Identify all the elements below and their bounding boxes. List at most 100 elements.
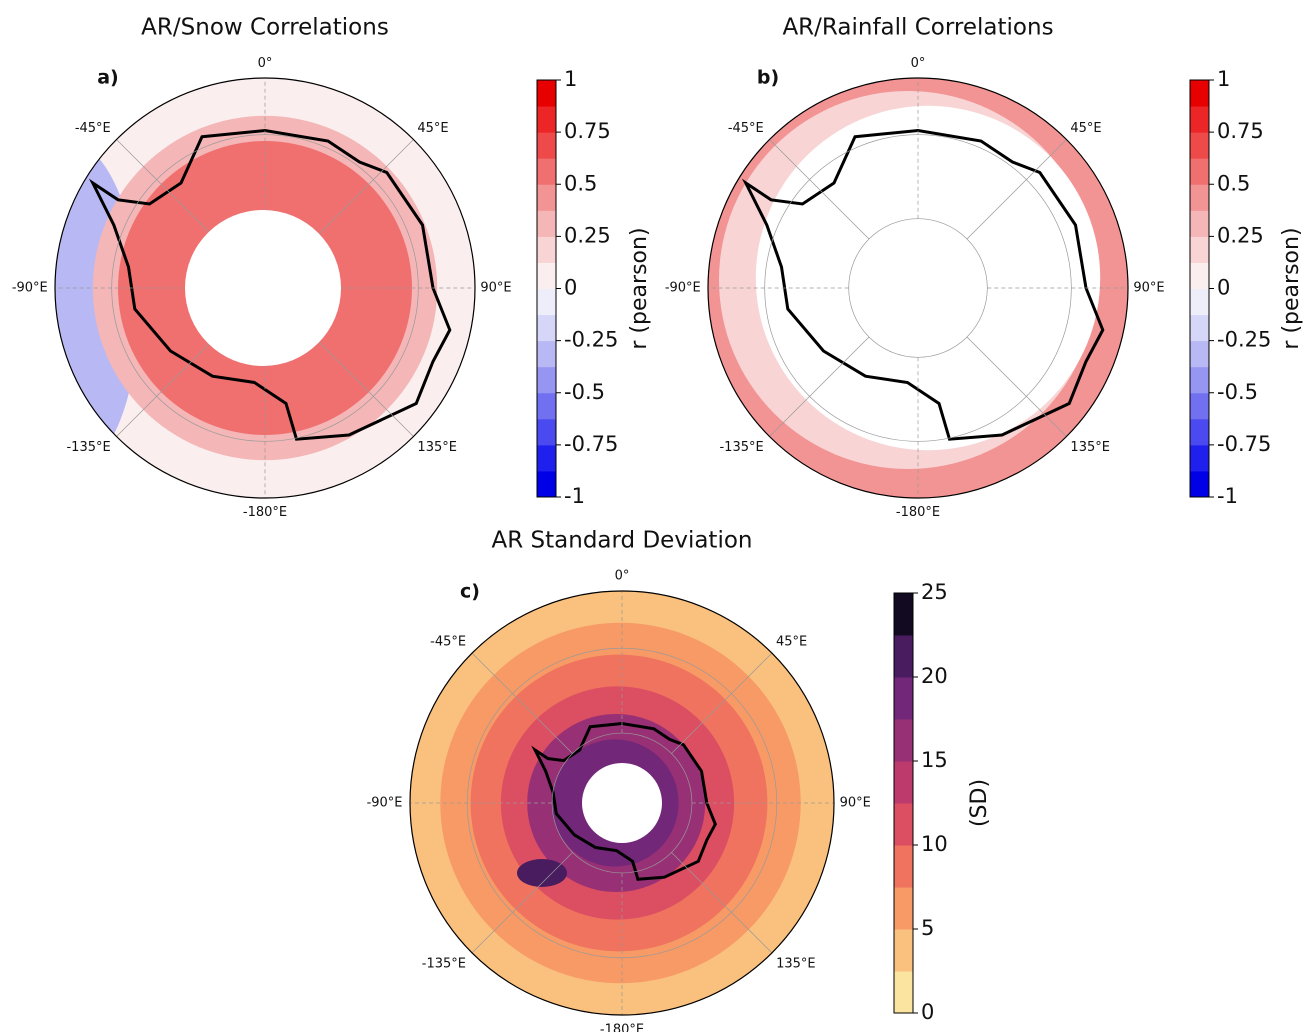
lon-label: 45°E <box>417 121 448 136</box>
lon-label: -180°E <box>243 505 287 520</box>
lon-label: 45°E <box>776 634 807 649</box>
lon-label: -90°E <box>12 281 48 296</box>
lon-label: -45°E <box>430 634 466 649</box>
colorbar-band <box>894 971 913 1014</box>
colorbar-band <box>894 803 913 846</box>
colorbar-tick-label: 15 <box>921 748 948 772</box>
colorbar-band <box>1190 315 1209 342</box>
colorbar-band <box>1190 445 1209 472</box>
colorbar-band <box>1190 471 1209 498</box>
colorbar-band <box>537 367 556 394</box>
colorbar-band <box>894 929 913 972</box>
colorbar-band <box>1190 367 1209 394</box>
colorbar-band <box>537 158 556 185</box>
colorbar-band <box>1190 419 1209 446</box>
map <box>0 78 475 498</box>
pole-gap <box>582 763 662 843</box>
colorbar-band <box>1190 393 1209 420</box>
colorbar-band <box>894 887 913 930</box>
colorbar-tick-label: 0.75 <box>564 119 611 143</box>
lon-label: -90°E <box>367 796 403 811</box>
colorbar-tick-label: 5 <box>921 916 934 940</box>
colorbar-band <box>537 419 556 446</box>
pole-gap <box>185 210 341 366</box>
colorbar-band <box>1190 80 1209 107</box>
lon-label: -180°E <box>600 1022 644 1032</box>
colorbar-band <box>537 132 556 159</box>
colorbar-band <box>1190 106 1209 133</box>
colorbar-tick-label: -1 <box>564 484 585 508</box>
colorbar-band <box>1190 262 1209 289</box>
colorbar-band <box>537 80 556 107</box>
colorbar-band <box>894 677 913 720</box>
colorbar-band <box>1190 132 1209 159</box>
figure: AR/Snow Correlations a) 0° 45°E 90°E 135°E -18… <box>0 0 1306 1032</box>
panel-title: AR/Snow Correlations <box>141 15 389 41</box>
lon-label: 0° <box>911 56 926 71</box>
lon-label: -135°E <box>422 957 466 972</box>
colorbar-tick-label: 1 <box>1217 67 1230 91</box>
colorbar-label: (SD) <box>967 779 992 827</box>
colorbar-tick-label: -0.5 <box>1217 380 1258 404</box>
colorbar-band <box>1190 236 1209 263</box>
colorbar-label: r (pearson) <box>1279 227 1304 349</box>
colorbar-band <box>537 393 556 420</box>
panel-label: c) <box>460 581 480 603</box>
colorbar-tick-label: -0.25 <box>1217 328 1271 352</box>
colorbar-tick-label: 0 <box>1217 276 1230 300</box>
lon-label: -45°E <box>75 121 111 136</box>
colorbar-band <box>537 236 556 263</box>
lon-label: 135°E <box>417 440 457 455</box>
lon-label: 90°E <box>1133 281 1164 296</box>
colorbar-band <box>1190 210 1209 237</box>
lon-label: -135°E <box>719 440 763 455</box>
lon-label: 135°E <box>776 957 816 972</box>
colorbar-band <box>1190 158 1209 185</box>
colorbar-band <box>537 341 556 368</box>
colorbar-tick-label: -0.5 <box>564 380 605 404</box>
panel-label: b) <box>757 67 779 89</box>
colorbar-band <box>537 184 556 211</box>
colorbar-tick-label: 20 <box>921 664 948 688</box>
lon-label: 90°E <box>480 281 511 296</box>
colorbar-tick-label: -0.75 <box>564 432 618 456</box>
colorbar-band <box>1190 341 1209 368</box>
colorbar-tick-label: -0.75 <box>1217 432 1271 456</box>
colorbar-tick-label: 0.75 <box>1217 119 1264 143</box>
colorbar-band <box>537 262 556 289</box>
lon-label: -90°E <box>665 281 701 296</box>
colorbar-tick-label: 0.5 <box>564 171 597 195</box>
colorbar-label: r (pearson) <box>627 227 652 349</box>
lon-label: 135°E <box>1070 440 1110 455</box>
lon-label: 90°E <box>840 796 871 811</box>
colorbar-tick-label: -1 <box>1217 484 1238 508</box>
colorbar-band <box>537 445 556 472</box>
colorbar-tick-label: -0.25 <box>564 328 618 352</box>
lon-label: -180°E <box>896 505 940 520</box>
map <box>708 78 1128 498</box>
panel-title: AR Standard Deviation <box>492 528 753 554</box>
colorbar-band <box>894 761 913 804</box>
colorbar-tick-label: 0.25 <box>564 223 611 247</box>
colorbar-band <box>1190 289 1209 316</box>
colorbar-band <box>1190 184 1209 211</box>
lon-label: 0° <box>615 569 630 584</box>
colorbar-band <box>537 106 556 133</box>
colorbar-band <box>537 289 556 316</box>
colorbar-tick-label: 0.5 <box>1217 171 1250 195</box>
colorbar-tick-label: 10 <box>921 832 948 856</box>
lon-label: -135°E <box>66 440 110 455</box>
colorbar-tick-label: 0 <box>564 276 577 300</box>
colorbar-band <box>894 719 913 762</box>
colorbar-band <box>537 210 556 237</box>
colorbar-tick-label: 25 <box>921 580 948 604</box>
lon-label: -45°E <box>728 121 764 136</box>
colorbar-band <box>894 635 913 678</box>
colorbar-band <box>537 471 556 498</box>
map <box>410 591 834 1015</box>
colorbar-tick-label: 0.25 <box>1217 223 1264 247</box>
colorbar-tick-label: 0 <box>921 1000 934 1024</box>
panel-label: a) <box>97 67 119 89</box>
colorbar-band <box>894 593 913 636</box>
lon-label: 0° <box>258 56 273 71</box>
